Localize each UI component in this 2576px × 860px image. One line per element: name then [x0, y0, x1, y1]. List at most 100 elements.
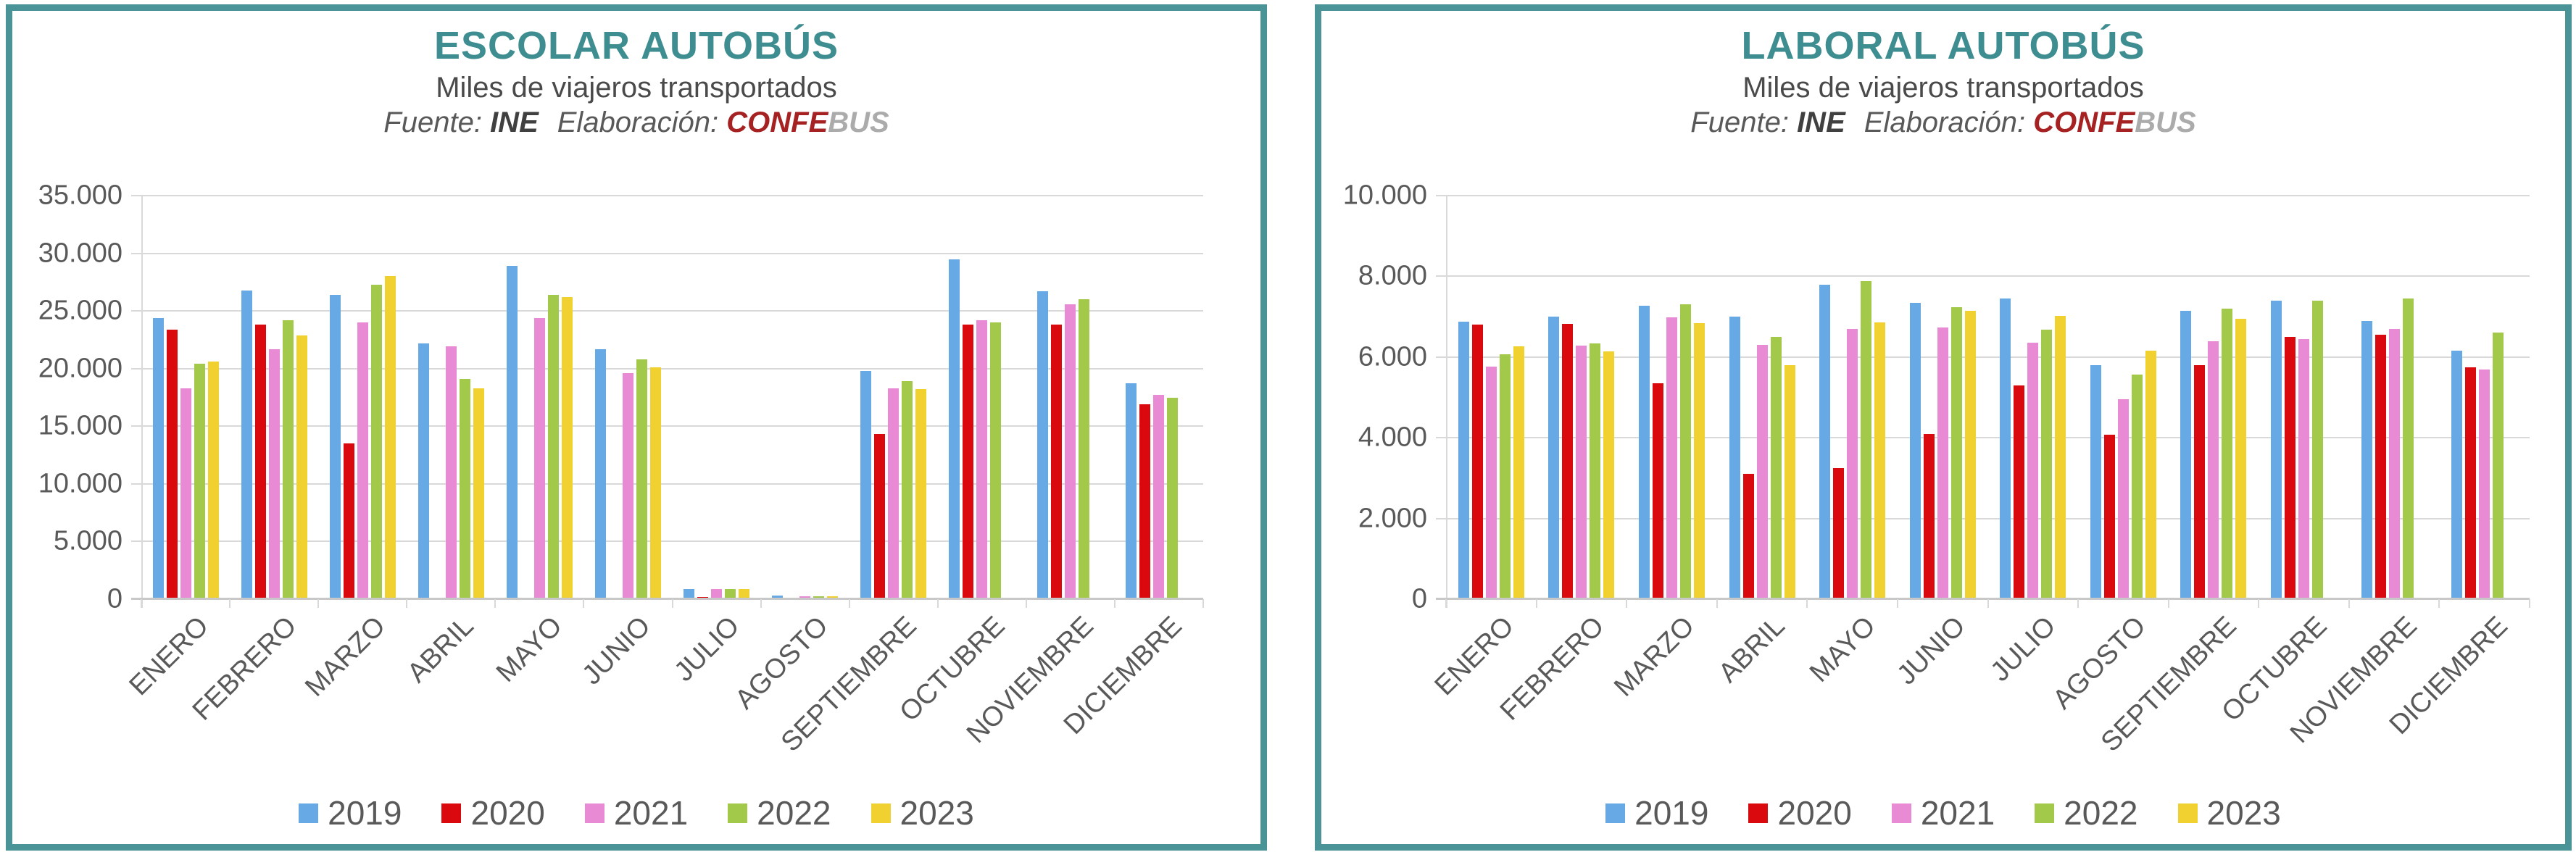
bar-group: [1807, 196, 1898, 599]
chart-title: LABORAL AUTOBÚS: [1741, 24, 2145, 67]
gridline: [1436, 437, 2530, 439]
bar-group: [2259, 196, 2349, 599]
bar: [241, 290, 252, 599]
gridline: [131, 310, 1203, 312]
bar-group: [1537, 196, 1627, 599]
bar: [2145, 351, 2156, 599]
category-tick: [2077, 599, 2080, 608]
bar: [976, 320, 988, 599]
bar-group: [2169, 196, 2259, 599]
bar: [2479, 369, 2490, 599]
category-tick: [583, 599, 585, 608]
elaboration-value-primary: CONFE: [726, 107, 828, 138]
legend-label: 2023: [2206, 794, 2281, 832]
gridline: [1436, 275, 2530, 277]
x-axis-label: JUNIO: [1891, 611, 1972, 691]
gridline: [131, 367, 1203, 370]
bar-group: [1026, 196, 1115, 599]
bar-group: [2078, 196, 2169, 599]
legend-swatch: [441, 803, 462, 823]
legend-label: 2023: [899, 794, 974, 832]
legend-item: 2019: [299, 793, 402, 832]
y-axis-label: 15.000: [38, 410, 122, 441]
bar: [2103, 434, 2115, 599]
x-axis-label: ENERO: [1429, 611, 1520, 702]
bar: [268, 348, 280, 599]
legend-item: 2020: [441, 793, 545, 832]
bar: [1499, 354, 1511, 599]
gridline: [1436, 356, 2530, 358]
category-tick: [936, 599, 939, 608]
bar: [1471, 325, 1483, 599]
chart-header: ESCOLAR AUTOBÚS Miles de viajeros transp…: [12, 24, 1260, 140]
bar: [2180, 310, 2192, 599]
chart-header: LABORAL AUTOBÚS Miles de viajeros transp…: [1321, 24, 2565, 140]
bar: [254, 325, 266, 599]
bar: [1666, 317, 1677, 599]
legend-label: 2019: [1634, 794, 1709, 832]
y-axis-label: 5.000: [53, 525, 122, 556]
bar: [194, 364, 205, 599]
bar: [636, 359, 647, 599]
bar: [2284, 336, 2295, 599]
bar: [1652, 383, 1663, 599]
bar: [2451, 351, 2463, 599]
y-axis-label: 6.000: [1358, 341, 1427, 372]
legend-item: 2022: [728, 793, 831, 832]
y-axis-label: 10.000: [38, 468, 122, 499]
plot-area: ENERO FEBRERO MARZO ABRIL MAYO JUNIO JULIO AGOS…: [38, 180, 1204, 758]
legend-item: 2022: [2035, 793, 2138, 832]
bar: [1548, 317, 1560, 599]
escolar-chart-panel: ESCOLAR AUTOBÚS Miles de viajeros transp…: [6, 4, 1267, 851]
y-axis-label: 10.000: [1342, 180, 1427, 211]
bar-group: [318, 196, 407, 599]
chart-subtitle: Miles de viajeros transportados: [1742, 72, 2144, 104]
category-tick: [1025, 599, 1027, 608]
chart-source-line: Fuente: INE Elaboración: CONFEBUS: [1321, 105, 2565, 140]
bar: [207, 362, 219, 599]
legend-label: 2021: [1920, 794, 1995, 832]
elaboration-label: Elaboración:: [1864, 107, 2026, 138]
bar: [1051, 325, 1063, 599]
bar: [2222, 308, 2233, 599]
bar: [725, 589, 736, 599]
laboral-chart-panel: LABORAL AUTOBÚS Miles de viajeros transp…: [1315, 4, 2572, 851]
gridline: [1436, 195, 2530, 196]
bar: [949, 259, 960, 599]
legend-item: 2023: [2177, 793, 2281, 832]
gridline: [131, 483, 1203, 485]
bar: [739, 589, 749, 599]
bar-group: [849, 196, 938, 599]
bar: [2027, 343, 2039, 599]
y-axis-line: [141, 196, 143, 608]
bar: [990, 322, 1002, 599]
x-axis-label: JUNIO: [576, 611, 657, 691]
bar: [2131, 374, 2143, 599]
elaboration-value-primary: CONFE: [2033, 107, 2135, 138]
bar: [1562, 324, 1574, 599]
bar: [561, 297, 573, 599]
category-tick: [1896, 599, 1898, 608]
bar-group: [1115, 196, 1203, 599]
category-tick: [406, 599, 408, 608]
y-axis-label: 20.000: [38, 353, 122, 384]
y-axis-label: 8.000: [1358, 260, 1427, 291]
y-axis-label: 4.000: [1358, 422, 1427, 453]
bar: [711, 589, 722, 599]
x-axis-label: MARZO: [299, 611, 391, 703]
category-tick: [760, 599, 762, 608]
bar-group: [672, 196, 760, 599]
bar-group: [761, 196, 849, 599]
category-tick: [671, 599, 673, 608]
bar: [1756, 345, 1768, 599]
y-axis-label: 30.000: [38, 238, 122, 269]
bar: [1923, 433, 1935, 599]
bar: [459, 379, 470, 599]
y-axis-label: 2.000: [1358, 503, 1427, 534]
bar: [417, 343, 429, 599]
category-tick: [2258, 599, 2260, 608]
x-axis-label: ABRIL: [402, 611, 480, 689]
legend-label: 2021: [613, 794, 689, 832]
category-tick: [1987, 599, 1989, 608]
bar: [1513, 346, 1524, 599]
